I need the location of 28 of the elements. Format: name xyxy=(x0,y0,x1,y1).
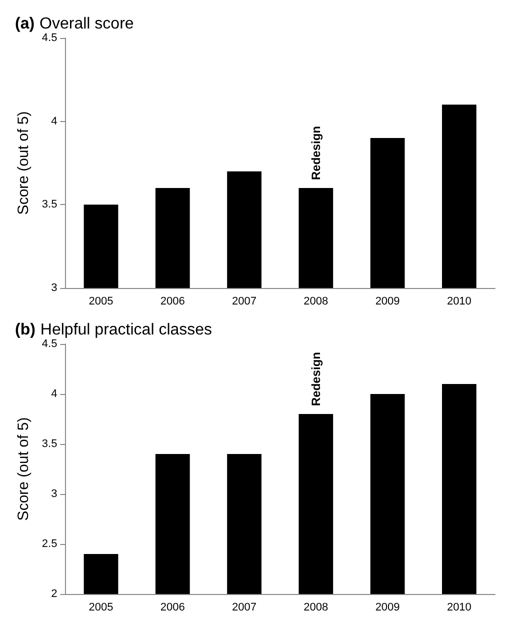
y-tick-label: 3.5 xyxy=(42,438,58,450)
y-tick-label: 4.5 xyxy=(42,32,58,44)
x-tick-label: 2009 xyxy=(375,296,400,308)
y-tick-label: 4 xyxy=(51,388,58,400)
y-tick-label: 3 xyxy=(51,282,58,294)
y-tick-label: 4.5 xyxy=(42,338,58,350)
x-tick-label: 2005 xyxy=(88,296,114,308)
y-tick-label: 3.5 xyxy=(42,198,58,211)
chart-title: (a) Overall score xyxy=(15,16,134,32)
y-tick-label: 3 xyxy=(51,488,58,500)
annotation: Redesign xyxy=(308,126,323,180)
x-tick-label: 2005 xyxy=(88,602,114,614)
y-axis-title: Score (out of 5) xyxy=(15,111,32,215)
annotation: Redesign xyxy=(308,352,323,406)
y-tick-label: 2.5 xyxy=(42,538,58,550)
x-tick-label: 2009 xyxy=(375,602,400,614)
x-tick-label: 2008 xyxy=(304,602,328,614)
x-tick-label: 2006 xyxy=(160,296,185,308)
x-tick-label: 2007 xyxy=(232,296,257,308)
x-tick-label: 2010 xyxy=(446,602,472,614)
x-tick-label: 2007 xyxy=(232,602,257,614)
chart-title: (b) Helpful practical classes xyxy=(15,322,212,338)
x-tick-label: 2008 xyxy=(304,296,328,308)
y-axis-title: Score (out of 5) xyxy=(15,417,32,521)
x-tick-label: 2006 xyxy=(160,602,185,614)
x-tick-label: 2010 xyxy=(446,296,472,308)
y-tick-label: 4 xyxy=(51,115,58,128)
y-tick-label: 2 xyxy=(51,588,58,600)
